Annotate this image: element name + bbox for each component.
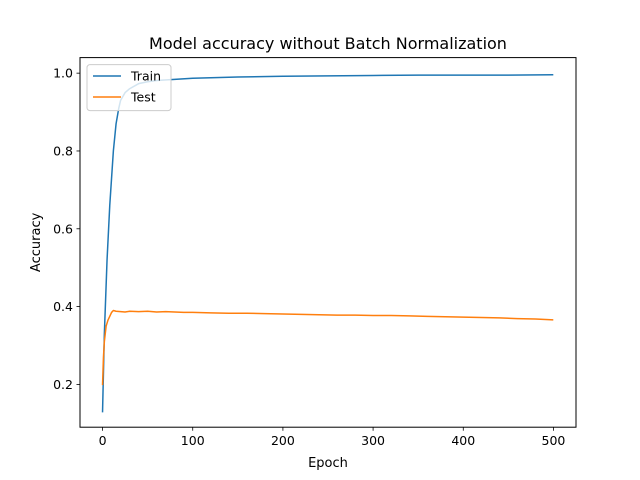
y-tick-label: 0.4 xyxy=(53,299,73,314)
plot-frame xyxy=(79,57,577,428)
y-tick-label: 0.6 xyxy=(53,221,73,236)
x-tick-label: 300 xyxy=(361,433,385,448)
x-tick-label: 500 xyxy=(542,433,566,448)
x-tick-label: 0 xyxy=(99,433,107,448)
y-axis-title: Accuracy xyxy=(29,212,44,272)
x-axis-title: Epoch xyxy=(308,456,348,471)
series-line-test xyxy=(101,309,554,386)
x-tick-label: 100 xyxy=(181,433,205,448)
x-tick-label: 400 xyxy=(451,433,475,448)
legend-label-test: Test xyxy=(130,90,156,105)
legend: Train Test xyxy=(86,64,172,112)
chart-title: Model accuracy without Batch Normalizati… xyxy=(149,34,507,53)
y-tick-label: 1.0 xyxy=(53,66,73,81)
y-tick-label: 0.2 xyxy=(53,377,73,392)
x-axis-ticks: 0 100 200 300 400 500 xyxy=(99,427,566,448)
y-axis-ticks: 0.2 0.4 0.6 0.8 1.0 xyxy=(53,66,80,392)
x-tick-label: 200 xyxy=(271,433,295,448)
y-tick-label: 0.8 xyxy=(53,143,73,158)
legend-label-train: Train xyxy=(130,69,161,84)
